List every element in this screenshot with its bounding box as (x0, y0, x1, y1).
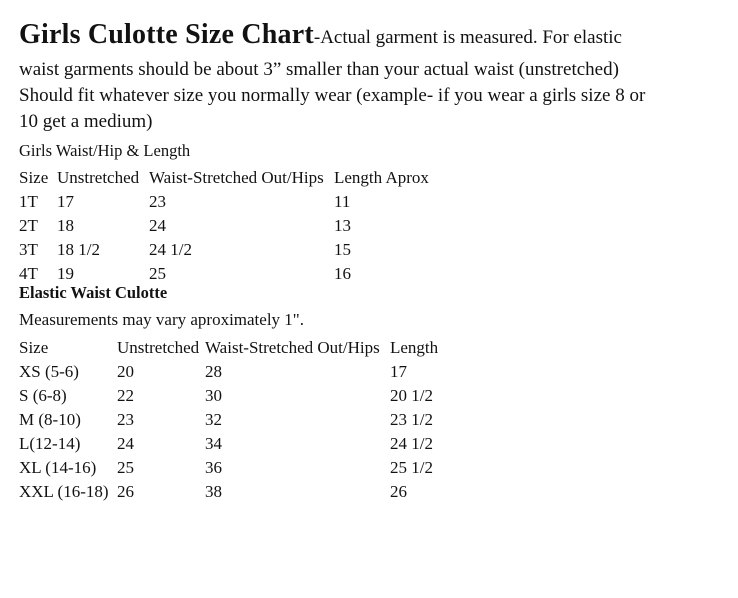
size-cell: XL (14-16) (19, 458, 97, 477)
toddler-table-header-row: Size Unstretched Waist-Stretched Out/Hip… (19, 166, 474, 190)
length-cell: 25 1/2 (390, 458, 433, 477)
column-header-size: Size (19, 168, 49, 187)
column-header-size: Size (19, 338, 49, 357)
length-cell: 16 (334, 264, 351, 283)
elastic-section-heading: Elastic Waist Culotte (19, 283, 168, 302)
stretched-cell: 36 (205, 458, 222, 477)
size-cell: 2T (19, 216, 38, 235)
measurement-note: Measurements may vary aproximately 1". (19, 310, 304, 329)
table-row: 1T 17 23 11 (19, 190, 474, 214)
unstretched-cell: 17 (57, 192, 74, 211)
table-row: XL (14-16) 25 36 25 1/2 (19, 456, 530, 480)
toddler-section-heading: Girls Waist/Hip & Length (19, 141, 191, 160)
column-header-stretched: Waist-Stretched Out/Hips (149, 168, 324, 187)
size-cell: 4T (19, 264, 38, 283)
column-header-unstretched: Unstretched (57, 168, 140, 187)
size-cell: L(12-14) (19, 434, 81, 453)
toddler-size-table: Size Unstretched Waist-Stretched Out/Hip… (19, 166, 474, 286)
table-row: S (6-8) 22 30 20 1/2 (19, 384, 530, 408)
column-header-length: Length Aprox (334, 168, 429, 187)
table-row: M (8-10) 23 32 23 1/2 (19, 408, 530, 432)
unstretched-cell: 22 (117, 386, 134, 405)
stretched-cell: 38 (205, 482, 222, 501)
table-row: XS (5-6) 20 28 17 (19, 360, 530, 384)
unstretched-cell: 20 (117, 362, 134, 381)
intro-line-2: waist garments should be about 3” smalle… (19, 59, 619, 80)
table-row: XXL (16-18) 26 38 26 (19, 480, 530, 504)
table-row: 3T 18 1/2 24 1/2 15 (19, 238, 474, 262)
stretched-cell: 30 (205, 386, 222, 405)
intro-line-3: Should fit whatever size you normally we… (19, 85, 646, 106)
intro-line-1: Girls Culotte Size Chart-Actual garment … (19, 16, 726, 57)
size-cell: M (8-10) (19, 410, 81, 429)
intro-line-1-text: -Actual garment is measured. For elastic (313, 27, 622, 48)
length-cell: 26 (390, 482, 407, 501)
size-cell: 3T (19, 240, 38, 259)
column-header-length: Length (390, 338, 439, 357)
size-cell: S (6-8) (19, 386, 67, 405)
intro-paragraph: Girls Culotte Size Chart-Actual garment … (19, 16, 726, 135)
table-row: L(12-14) 24 34 24 1/2 (19, 432, 530, 456)
table-row: 4T 19 25 16 (19, 262, 474, 286)
column-header-stretched: Waist-Stretched Out/Hips (205, 338, 380, 357)
length-cell: 20 1/2 (390, 386, 433, 405)
length-cell: 11 (334, 192, 351, 211)
size-cell: XS (5-6) (19, 362, 79, 381)
stretched-cell: 34 (205, 434, 222, 453)
unstretched-cell: 23 (117, 410, 134, 429)
table-row: 2T 18 24 13 (19, 214, 474, 238)
stretched-cell: 23 (149, 192, 166, 211)
size-cell: XXL (16-18) (19, 482, 109, 501)
stretched-cell: 28 (205, 362, 222, 381)
unstretched-cell: 26 (117, 482, 134, 501)
unstretched-cell: 24 (117, 434, 134, 453)
length-cell: 15 (334, 240, 351, 259)
intro-line-4: 10 get a medium) (19, 111, 153, 132)
stretched-cell: 24 1/2 (149, 240, 192, 259)
unstretched-cell: 18 1/2 (57, 240, 100, 259)
size-cell: 1T (19, 192, 38, 211)
unstretched-cell: 19 (57, 264, 74, 283)
page-title: Girls Culotte Size Chart (19, 19, 314, 50)
length-cell: 13 (334, 216, 351, 235)
length-cell: 24 1/2 (390, 434, 433, 453)
unstretched-cell: 25 (117, 458, 134, 477)
unstretched-cell: 18 (57, 216, 74, 235)
length-cell: 17 (390, 362, 407, 381)
stretched-cell: 25 (149, 264, 166, 283)
elastic-table-header-row: Size Unstretched Waist-Stretched Out/Hip… (19, 336, 530, 360)
column-header-unstretched: Unstretched (117, 338, 200, 357)
stretched-cell: 24 (149, 216, 166, 235)
length-cell: 23 1/2 (390, 410, 433, 429)
stretched-cell: 32 (205, 410, 222, 429)
elastic-size-table: Size Unstretched Waist-Stretched Out/Hip… (19, 336, 530, 504)
